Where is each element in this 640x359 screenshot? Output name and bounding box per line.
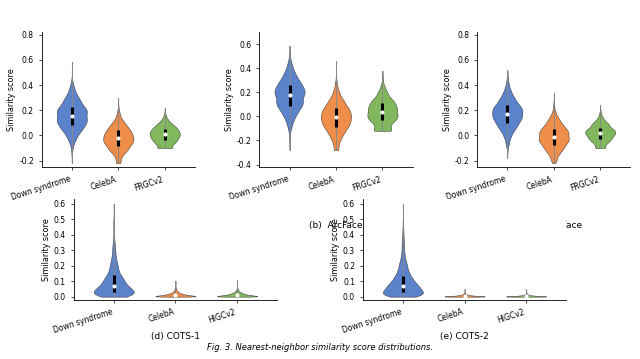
Text: (a)  AdaFace: (a) AdaFace — [90, 221, 146, 230]
Text: (b)  ArcFace: (b) ArcFace — [309, 221, 363, 230]
Y-axis label: Similarity score: Similarity score — [8, 68, 17, 131]
Text: (e) COTS-2: (e) COTS-2 — [440, 332, 489, 341]
Text: (c)  MagFace: (c) MagFace — [525, 221, 582, 230]
Y-axis label: Similarity score: Similarity score — [225, 68, 234, 131]
Y-axis label: Similarity score: Similarity score — [332, 218, 340, 281]
Y-axis label: Similarity score: Similarity score — [42, 218, 51, 281]
Y-axis label: Similarity score: Similarity score — [443, 68, 452, 131]
Text: Fig. 3. Nearest-neighbor similarity score distributions.: Fig. 3. Nearest-neighbor similarity scor… — [207, 343, 433, 352]
Text: (d) COTS-1: (d) COTS-1 — [151, 332, 200, 341]
